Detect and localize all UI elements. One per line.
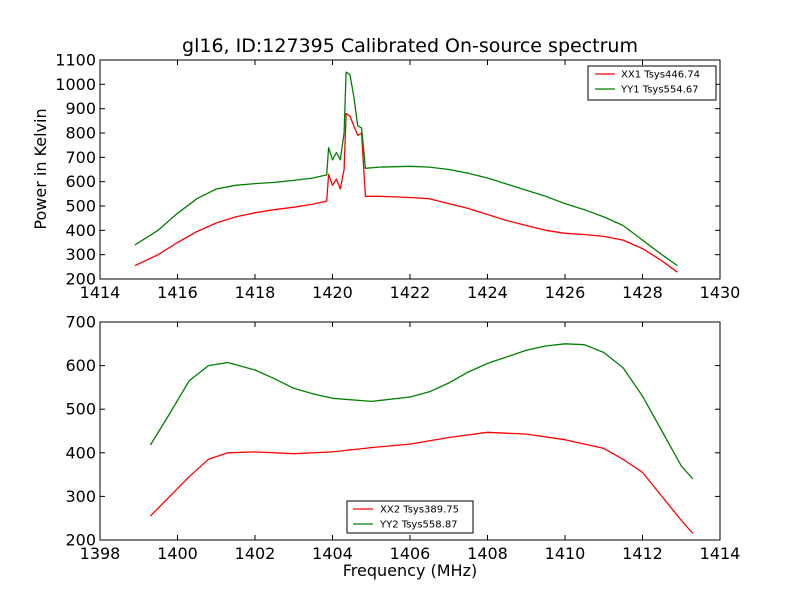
bottom-legend-label-yy2: YY2 Tsys558.87 — [379, 520, 458, 531]
top-y-tick-label: 1000 — [55, 75, 96, 94]
bottom-x-tick-label: 1404 — [312, 544, 353, 563]
top-y-tick-label: 600 — [65, 172, 96, 191]
top-x-tick-label: 1428 — [622, 283, 663, 302]
top-legend-label-yy1: YY1 Tsys554.67 — [620, 85, 699, 96]
top-series-line-green — [134, 71, 678, 267]
bottom-y-tick-label: 400 — [65, 443, 96, 462]
bottom-y-tick-label: 600 — [65, 356, 96, 375]
bottom-x-tick-label: 1398 — [80, 544, 121, 563]
top-y-tick-label: 500 — [65, 197, 96, 216]
bottom-legend: XX2 Tsys389.75 YY2 Tsys558.87 — [346, 500, 474, 534]
top-y-tick-label: 300 — [65, 245, 96, 264]
top-series-line-red — [134, 112, 678, 273]
top-y-tick-label: 700 — [65, 148, 96, 167]
top-legend-box — [587, 65, 717, 101]
chart-title: gl16, ID:127395 Calibrated On-source spe… — [182, 35, 638, 57]
bottom-series-line-green — [149, 343, 694, 480]
bottom-x-tick-label: 1400 — [157, 544, 198, 563]
top-y-tick-label: 200 — [65, 270, 96, 289]
bottom-x-tick-label: 1408 — [467, 544, 508, 563]
top-plot-frame — [99, 59, 721, 280]
top-tick-labels: 1414 1416 1418 1420 1422 1424 1426 1428 1430 200 3… — [55, 51, 740, 303]
top-x-tick-label: 1422 — [390, 283, 431, 302]
top-x-tick-label: 1418 — [235, 283, 276, 302]
top-x-tick-label: 1430 — [700, 283, 741, 302]
bottom-series — [149, 343, 694, 534]
bottom-series-line-red — [149, 431, 694, 534]
top-y-tick-label: 800 — [65, 124, 96, 143]
bottom-tick-labels: 1398 1400 1402 1404 1406 1408 1410 1412 1414 200 3… — [65, 313, 740, 564]
bottom-y-tick-label: 500 — [65, 400, 96, 419]
bottom-x-tick-label: 1406 — [390, 544, 431, 563]
bottom-y-tick-label: 700 — [65, 313, 96, 332]
bottom-y-tick-label: 200 — [65, 531, 96, 550]
top-subplot: 1414 1416 1418 1420 1422 1424 1426 1428 1430 200 3… — [31, 51, 740, 303]
bottom-legend-label-xx2: XX2 Tsys389.75 — [380, 505, 459, 516]
top-legend: XX1 Tsys446.74 YY1 Tsys554.67 — [587, 65, 717, 101]
bottom-x-tick-label: 1410 — [545, 544, 586, 563]
bottom-x-tick-label: 1402 — [235, 544, 276, 563]
top-x-tick-label: 1426 — [545, 283, 586, 302]
bottom-subplot: 1398 1400 1402 1404 1406 1408 1410 1412 1414 200 3… — [65, 313, 740, 581]
top-x-tick-label: 1414 — [80, 283, 121, 302]
top-x-tick-label: 1420 — [312, 283, 353, 302]
top-y-tick-label: 900 — [65, 99, 96, 118]
bottom-y-tick-label: 300 — [65, 487, 96, 506]
top-y-tick-label: 1100 — [55, 51, 96, 70]
top-y-axis-label: Power in Kelvin — [31, 108, 50, 229]
top-x-tick-label: 1424 — [467, 283, 508, 302]
bottom-plot-frame — [99, 321, 721, 541]
top-series — [134, 71, 678, 273]
bottom-legend-box — [346, 500, 474, 534]
top-x-tick-label: 1416 — [157, 283, 198, 302]
bottom-x-axis-label: Frequency (MHz) — [343, 561, 477, 580]
bottom-x-tick-label: 1412 — [622, 544, 663, 563]
top-legend-label-xx1: XX1 Tsys446.74 — [621, 70, 700, 81]
bottom-x-tick-label: 1414 — [700, 544, 741, 563]
top-y-tick-label: 400 — [65, 221, 96, 240]
